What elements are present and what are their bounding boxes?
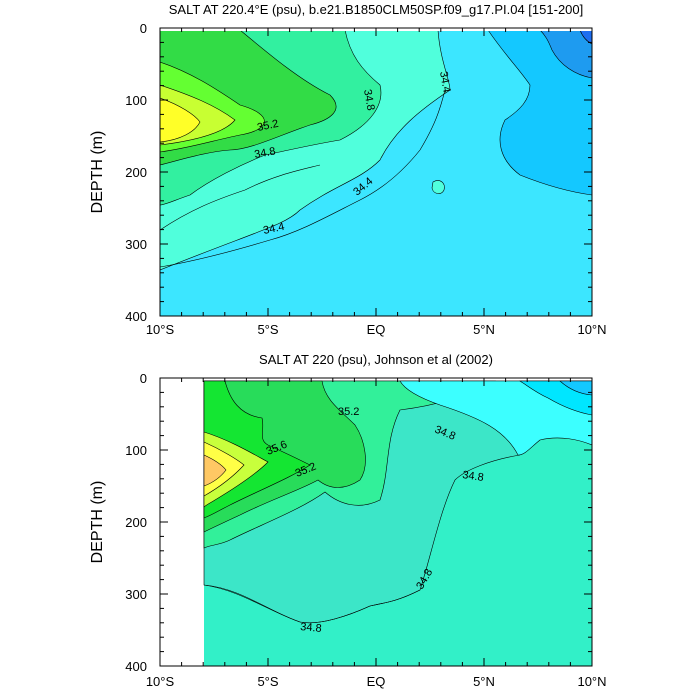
bottom-region-34-4 <box>399 380 592 456</box>
top-contour-label: 34.8 <box>361 88 377 111</box>
top-region-34-0 <box>579 29 592 45</box>
top-contour-label: 34.8 <box>253 145 276 161</box>
y-tick-label: 100 <box>125 93 147 108</box>
bottom-y-axis-label: DEPTH (m) <box>89 481 106 564</box>
bottom-x-tick-labels: 10°S 5°S EQ 5°N 10°N <box>146 674 607 689</box>
x-tick-label: 5°N <box>473 322 495 337</box>
bottom-region-36-0 <box>203 454 227 487</box>
top-contour-fill <box>160 28 592 316</box>
x-tick-label: 5°N <box>473 674 495 689</box>
y-tick-label: 300 <box>125 237 147 252</box>
top-contour-line-344 <box>160 89 446 268</box>
top-x-tick-labels: 10°S 5°S EQ 5°N 10°N <box>146 322 607 337</box>
top-region-35-8 <box>160 97 201 143</box>
top-region-34-4 <box>487 29 592 196</box>
x-tick-label: 10°S <box>146 322 175 337</box>
top-region-34-2 <box>539 29 592 79</box>
top-panel: SALT AT 220.4°E (psu), b.e21.B1850CLM50S… <box>89 2 607 337</box>
bottom-contour-line-348 <box>203 584 421 624</box>
top-y-axis-label: DEPTH (m) <box>89 131 106 214</box>
y-tick-label: 300 <box>125 587 147 602</box>
y-tick-label: 0 <box>140 371 147 386</box>
top-axis-ticks <box>159 27 593 317</box>
x-tick-label: EQ <box>367 674 386 689</box>
top-contour-line-a <box>160 164 321 231</box>
bottom-contour-label: 34.8 <box>300 621 322 635</box>
top-region-blob <box>431 180 445 194</box>
top-y-tick-labels: 0 100 200 300 400 <box>125 21 147 324</box>
top-contour-labels: 34.4 34.8 35.2 34.8 34.4 34.4 <box>253 70 452 236</box>
top-chart-title: SALT AT 220.4°E (psu), b.e21.B1850CLM50S… <box>169 2 584 17</box>
bottom-contour-fill <box>203 380 592 666</box>
bottom-panel: SALT AT 220 (psu), Johnson et al (2002) <box>89 352 607 689</box>
y-tick-label: 200 <box>125 515 147 530</box>
y-tick-label: 200 <box>125 165 147 180</box>
x-tick-label: 5°S <box>257 322 278 337</box>
x-tick-label: 10°S <box>146 674 175 689</box>
x-tick-label: 5°S <box>257 674 278 689</box>
y-tick-label: 400 <box>125 309 147 324</box>
top-contour-label: 35.2 <box>256 118 279 134</box>
bottom-axis-ticks <box>159 377 593 667</box>
x-tick-label: 10°N <box>577 322 606 337</box>
bottom-region-34-0 <box>559 380 592 396</box>
y-tick-label: 400 <box>125 659 147 674</box>
bottom-chart-title: SALT AT 220 (psu), Johnson et al (2002) <box>259 352 493 367</box>
bottom-contour-label: 35.2 <box>338 406 359 418</box>
y-tick-label: 0 <box>140 21 147 36</box>
bottom-contour-label: 34.8 <box>462 469 485 484</box>
top-contour-label: 34.4 <box>262 221 285 237</box>
y-tick-label: 100 <box>125 443 147 458</box>
top-contour-label: 34.4 <box>437 70 453 93</box>
bottom-y-tick-labels: 0 100 200 300 400 <box>125 371 147 674</box>
x-tick-label: 10°N <box>577 674 606 689</box>
x-tick-label: EQ <box>367 322 386 337</box>
